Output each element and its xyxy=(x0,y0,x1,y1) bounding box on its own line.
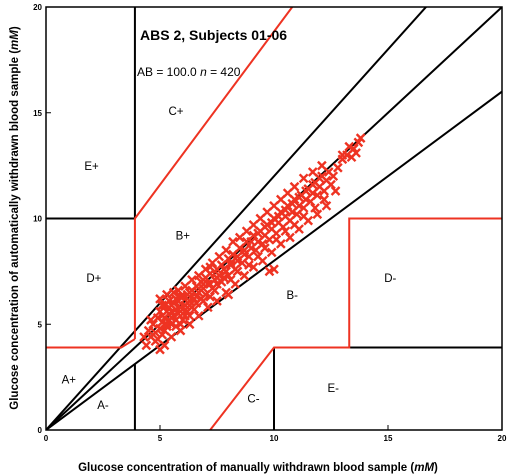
data-point xyxy=(180,310,190,321)
data-point xyxy=(326,179,336,190)
data-points xyxy=(139,133,366,355)
data-point xyxy=(212,272,222,283)
data-point xyxy=(355,133,366,143)
lower-a-boundary xyxy=(46,90,502,430)
zone-label-eminus: E- xyxy=(328,383,340,395)
data-point xyxy=(175,291,186,302)
x-tick-label: 20 xyxy=(498,434,507,443)
stat-annotation: AB = 100.0 n = 420 xyxy=(137,65,241,79)
x-tick-label: 10 xyxy=(270,434,279,443)
zone-label-cminus: C- xyxy=(247,394,259,406)
data-point xyxy=(155,294,165,304)
data-point xyxy=(157,310,168,321)
data-point xyxy=(164,302,174,313)
data-point xyxy=(193,310,204,321)
data-point xyxy=(312,209,323,220)
data-point xyxy=(246,236,257,247)
data-point xyxy=(184,319,195,330)
data-point xyxy=(146,315,156,325)
data-point xyxy=(260,243,270,253)
zone-label-aminus: A- xyxy=(97,400,109,412)
data-point xyxy=(266,247,277,258)
data-point xyxy=(332,162,343,173)
data-point xyxy=(141,340,152,351)
y-tick-label: 15 xyxy=(33,109,42,118)
zone-label-cplus: C+ xyxy=(168,106,183,118)
zone-boundaries xyxy=(46,7,502,430)
data-point xyxy=(298,211,309,222)
y-tick-label: 0 xyxy=(38,426,43,435)
data-point xyxy=(212,296,222,306)
zone-label-dminus: D- xyxy=(384,273,396,285)
d-plus-lower-boundary xyxy=(46,338,136,349)
data-point xyxy=(159,325,170,336)
data-point xyxy=(244,260,254,270)
c-plus-boundary xyxy=(133,7,294,340)
data-point xyxy=(203,302,213,313)
axis-ticks: 0 5 10 15 20 0 5 10 15 20 xyxy=(33,3,507,443)
data-point xyxy=(319,194,330,205)
x-tick-label: 5 xyxy=(158,434,163,443)
data-point xyxy=(152,334,163,344)
zone-label-aplus: A+ xyxy=(62,374,77,386)
zone-label-bminus: B- xyxy=(286,290,298,302)
data-point xyxy=(337,150,348,160)
data-point xyxy=(161,319,172,330)
y-tick-label: 20 xyxy=(33,3,42,12)
data-point xyxy=(184,300,195,311)
c-minus-d-minus-boundary xyxy=(209,217,502,430)
data-point xyxy=(191,291,202,302)
data-point xyxy=(161,289,172,300)
data-point xyxy=(310,203,320,213)
data-point xyxy=(173,285,184,296)
data-point xyxy=(209,285,220,296)
data-point xyxy=(187,274,197,285)
zone-label-eplus: E+ xyxy=(84,161,99,173)
data-point xyxy=(344,141,355,152)
data-point xyxy=(198,296,209,306)
data-point xyxy=(289,181,300,192)
data-point xyxy=(184,287,195,298)
data-point xyxy=(143,325,154,336)
data-point xyxy=(289,219,300,230)
data-point xyxy=(317,160,327,171)
data-point xyxy=(280,226,291,237)
data-point xyxy=(232,266,243,277)
data-point xyxy=(269,264,279,275)
data-point xyxy=(205,262,216,272)
data-point xyxy=(239,270,250,281)
data-point xyxy=(221,245,231,256)
zone-labels: A+ A- B+ B- C+ C- D+ D- E+ E- xyxy=(62,106,397,412)
x-tick-label: 15 xyxy=(384,434,393,443)
data-point xyxy=(328,171,339,182)
chart-title: ABS 2, Subjects 01-06 xyxy=(140,27,287,43)
data-point xyxy=(285,232,295,243)
data-point xyxy=(298,173,309,184)
data-point xyxy=(321,200,332,211)
data-point xyxy=(312,190,323,201)
y-tick-label: 5 xyxy=(38,320,43,329)
data-point xyxy=(166,313,177,323)
data-point xyxy=(223,289,234,300)
data-point xyxy=(239,245,250,256)
data-point xyxy=(314,173,325,184)
data-point xyxy=(330,186,341,196)
x-axis-label: Glucose concentration of manually withdr… xyxy=(78,462,438,474)
data-point xyxy=(260,222,270,232)
x-tick-label: 0 xyxy=(44,434,49,443)
data-point xyxy=(205,291,216,302)
y-axis-label: Glucose concentration of automatically w… xyxy=(9,26,21,410)
y-tick-label: 10 xyxy=(33,215,42,224)
data-point xyxy=(253,251,263,262)
zone-label-dplus: D+ xyxy=(86,273,101,285)
data-point xyxy=(228,236,238,247)
data-point xyxy=(271,234,282,245)
data-point xyxy=(157,300,168,311)
data-point xyxy=(225,274,236,285)
zone-label-bplus: B+ xyxy=(176,231,191,243)
